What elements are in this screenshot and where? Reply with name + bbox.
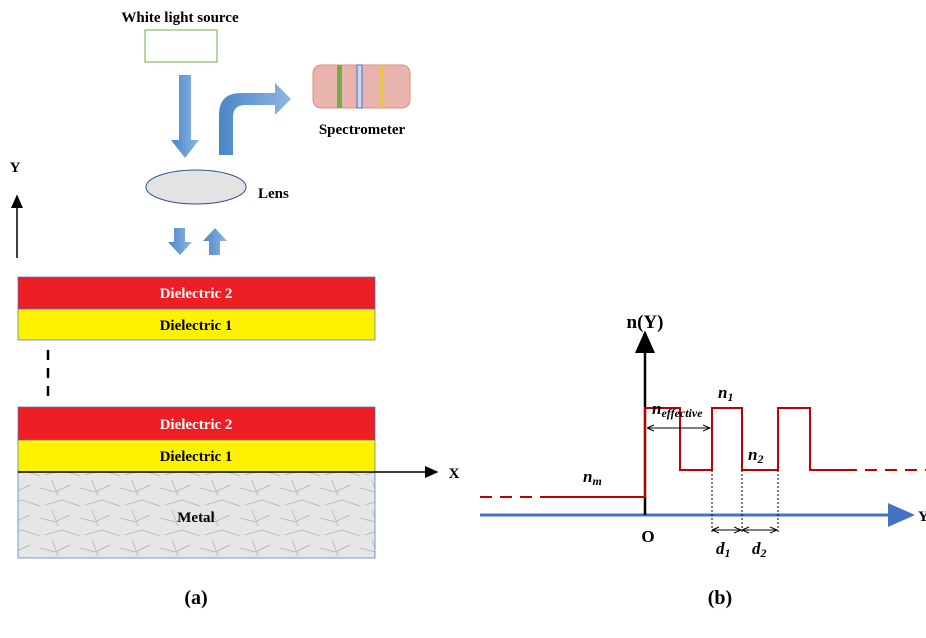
- symbol-sub: 1: [727, 390, 733, 404]
- down-arrow: [168, 228, 192, 255]
- layer-label: Dielectric 1: [160, 318, 233, 334]
- spectral-line: [337, 65, 342, 108]
- layer-label: Dielectric 2: [160, 286, 233, 302]
- light-source-box: [145, 30, 217, 62]
- symbol-sub: 1: [725, 546, 731, 560]
- y-axis-label: Y: [10, 160, 21, 176]
- caption: (a): [184, 587, 207, 609]
- symbol: n1: [718, 383, 733, 404]
- lens: [146, 170, 246, 204]
- symbol-sub: effective: [661, 406, 703, 420]
- symbol-base: n: [652, 399, 661, 418]
- symbol-base: n: [583, 467, 592, 486]
- symbol-sub: m: [592, 474, 601, 488]
- y-axis-label: n(Y): [627, 312, 664, 333]
- symbol: d1: [716, 539, 731, 560]
- symbol-sub: 2: [760, 546, 767, 560]
- up-arrow: [203, 228, 227, 255]
- lens-label: Lens: [258, 186, 289, 202]
- layer-label: Dielectric 1: [160, 449, 233, 465]
- figure: White light source Spectrometer Lens Y D…: [0, 0, 926, 638]
- reflected-arrow: [219, 83, 291, 155]
- light-source-label: White light source: [121, 10, 239, 26]
- caption: (b): [708, 587, 732, 609]
- symbol: n2: [748, 445, 763, 466]
- x-axis-label: X: [449, 466, 460, 482]
- symbol: d2: [752, 539, 767, 560]
- incident-arrow: [171, 75, 199, 158]
- symbol-base: n: [748, 445, 757, 464]
- spectral-line: [357, 65, 362, 108]
- symbol: neffective: [652, 399, 703, 420]
- x-axis-label: Y: [918, 509, 926, 525]
- symbol: nm: [583, 467, 602, 488]
- spectrometer-label: Spectrometer: [319, 122, 406, 138]
- layer-label: Dielectric 2: [160, 417, 233, 433]
- layer-label: Metal: [177, 510, 214, 526]
- symbol-sub: 2: [756, 452, 763, 466]
- origin-label: O: [641, 527, 654, 546]
- spectral-line: [380, 65, 383, 108]
- symbol-base: n: [718, 383, 727, 402]
